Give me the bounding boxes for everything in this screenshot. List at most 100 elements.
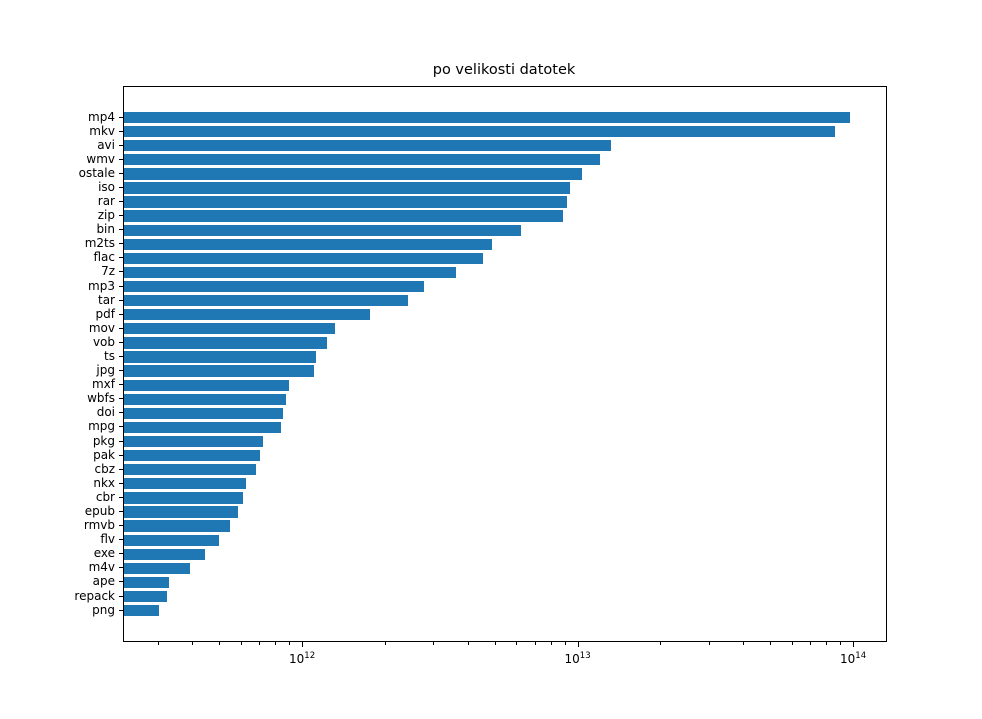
y-tick bbox=[119, 299, 123, 301]
bar-epub bbox=[124, 506, 238, 518]
y-tick-label-png: png bbox=[92, 602, 115, 617]
y-tick-label-mkv: mkv bbox=[89, 123, 115, 138]
bar-ape bbox=[124, 576, 169, 589]
x-tick-minor bbox=[810, 642, 812, 645]
y-tick bbox=[119, 271, 123, 273]
x-tick-minor bbox=[192, 642, 194, 645]
bar-flv bbox=[124, 534, 219, 546]
bar-png bbox=[124, 605, 159, 617]
x-tick-minor bbox=[743, 642, 745, 645]
y-tick bbox=[119, 285, 123, 287]
bar-jpg bbox=[124, 365, 315, 377]
x-tick-minor bbox=[158, 642, 159, 645]
y-tick-label-mp4: mp4 bbox=[88, 109, 115, 124]
y-tick bbox=[119, 609, 123, 611]
y-tick bbox=[119, 482, 123, 484]
x-tick-minor bbox=[516, 642, 518, 645]
y-tick bbox=[119, 553, 123, 555]
x-tick-minor bbox=[770, 642, 771, 645]
y-tick-label-ostale: ostale bbox=[78, 165, 115, 180]
bar-mp3 bbox=[124, 280, 424, 293]
y-tick bbox=[119, 454, 123, 456]
y-tick bbox=[119, 412, 123, 414]
y-tick-label-jpg: jpg bbox=[96, 363, 115, 378]
y-tick-label-rmvb: rmvb bbox=[83, 518, 115, 533]
y-tick bbox=[119, 384, 123, 386]
y-tick-label-wbfs: wbfs bbox=[87, 391, 115, 406]
bar-pdf bbox=[124, 309, 370, 321]
x-tick-minor bbox=[433, 642, 435, 645]
bar-rar bbox=[124, 196, 568, 208]
y-tick bbox=[119, 440, 123, 442]
y-tick bbox=[119, 511, 123, 513]
x-tick-label-1e12: 1012 bbox=[289, 651, 316, 666]
y-tick-label-epub: epub bbox=[84, 504, 115, 519]
bar-7z bbox=[124, 266, 457, 279]
y-tick-label-wmv: wmv bbox=[86, 151, 115, 166]
x-tick-minor bbox=[840, 642, 842, 645]
y-tick bbox=[119, 370, 123, 372]
x-tick-minor bbox=[791, 642, 793, 645]
y-tick-label-nkx: nkx bbox=[93, 475, 115, 490]
bar-repack bbox=[124, 590, 167, 603]
y-tick bbox=[119, 215, 123, 217]
y-tick-label-ape: ape bbox=[92, 574, 115, 589]
y-tick bbox=[119, 595, 123, 597]
bar-flac bbox=[124, 252, 483, 265]
bar-mov bbox=[124, 323, 336, 335]
x-tick-major bbox=[853, 642, 854, 647]
y-tick bbox=[119, 257, 123, 259]
x-tick-minor bbox=[219, 642, 221, 645]
x-tick-label-1e13: 1013 bbox=[564, 651, 591, 666]
y-tick-label-zip: zip bbox=[97, 208, 115, 223]
bar-zip bbox=[124, 210, 564, 222]
x-tick-minor bbox=[289, 642, 291, 645]
y-tick-label-cbr: cbr bbox=[95, 489, 115, 504]
bar-exe bbox=[124, 548, 205, 560]
y-tick bbox=[119, 201, 123, 203]
y-tick bbox=[119, 313, 123, 315]
y-tick-label-pdf: pdf bbox=[95, 306, 115, 321]
plot-area bbox=[123, 86, 887, 642]
y-tick bbox=[119, 426, 123, 428]
x-tick-minor bbox=[259, 642, 261, 645]
y-tick-label-exe: exe bbox=[93, 546, 115, 561]
bar-ostale bbox=[124, 168, 582, 180]
y-tick bbox=[119, 567, 123, 569]
bar-bin bbox=[124, 224, 522, 236]
y-tick bbox=[119, 356, 123, 358]
x-tick-major bbox=[577, 642, 579, 647]
bar-m2ts bbox=[124, 238, 492, 250]
chart-title: po velikosti datotek bbox=[432, 62, 576, 78]
y-tick-label-flac: flac bbox=[93, 250, 115, 265]
y-tick bbox=[119, 539, 123, 541]
y-tick bbox=[119, 130, 123, 132]
y-tick-label-7z: 7z bbox=[101, 264, 115, 279]
bar-pkg bbox=[124, 435, 263, 448]
y-tick bbox=[119, 243, 123, 245]
x-tick-minor bbox=[467, 642, 469, 645]
bar-avi bbox=[124, 140, 611, 152]
bar-rmvb bbox=[124, 520, 231, 532]
x-tick-minor bbox=[384, 642, 386, 645]
y-tick-label-iso: iso bbox=[98, 179, 115, 194]
bar-wbfs bbox=[124, 393, 287, 405]
y-tick bbox=[119, 398, 123, 400]
x-tick-minor bbox=[240, 642, 242, 645]
bar-nkx bbox=[124, 478, 246, 490]
y-tick-label-avi: avi bbox=[97, 137, 115, 152]
x-tick-minor bbox=[660, 642, 662, 645]
y-tick-label-mpg: mpg bbox=[88, 419, 115, 434]
x-tick-minor bbox=[564, 642, 566, 645]
y-tick-label-cbz: cbz bbox=[94, 461, 115, 476]
y-tick-label-repack: repack bbox=[74, 588, 115, 603]
y-tick-label-m2ts: m2ts bbox=[84, 236, 115, 251]
x-tick-minor bbox=[494, 642, 496, 645]
bar-vob bbox=[124, 337, 327, 349]
bar-m4v bbox=[124, 562, 191, 575]
x-tick-minor bbox=[708, 642, 710, 645]
y-tick-label-mxf: mxf bbox=[91, 377, 115, 392]
y-tick-label-bin: bin bbox=[96, 222, 115, 237]
y-tick bbox=[119, 172, 123, 174]
